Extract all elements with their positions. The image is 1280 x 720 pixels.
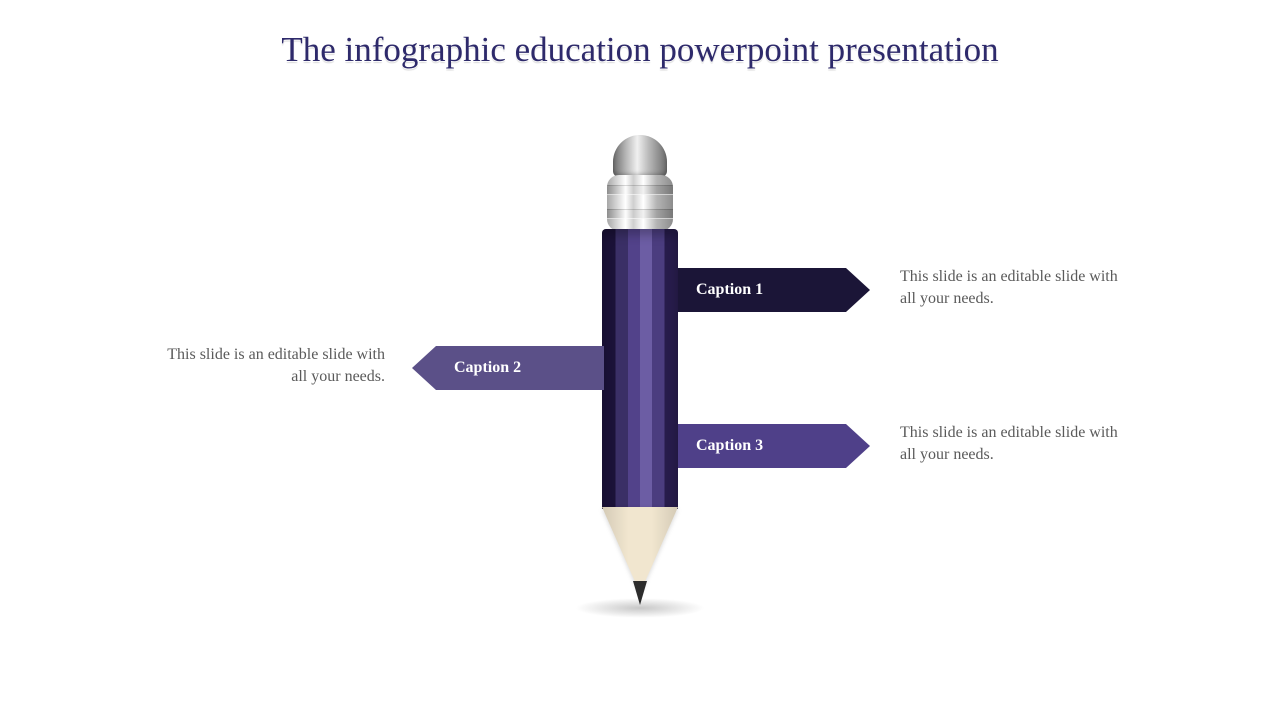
caption-1-desc: This slide is an editable slide with all…: [900, 266, 1125, 309]
slide-title: The infographic education powerpoint pre…: [0, 30, 1280, 70]
arrow-caption-3: Caption 3: [678, 424, 870, 468]
arrow-caption-1-head: [846, 268, 870, 312]
pencil-shadow: [575, 598, 705, 618]
slide: The infographic education powerpoint pre…: [0, 0, 1280, 720]
arrow-caption-2-head: [412, 346, 436, 390]
pencil-ferrule: [607, 175, 673, 231]
arrow-caption-1-label: Caption 1: [696, 281, 763, 298]
caption-2-desc: This slide is an editable slide with all…: [160, 344, 385, 387]
arrow-caption-2-label: Caption 2: [454, 359, 521, 376]
pencil-eraser: [613, 135, 667, 177]
pencil-barrel: [602, 229, 678, 509]
arrow-caption-3-body: Caption 3: [678, 424, 846, 468]
arrow-caption-2: Caption 2: [412, 346, 604, 390]
arrow-caption-1-body: Caption 1: [678, 268, 846, 312]
arrow-caption-1: Caption 1: [678, 268, 870, 312]
arrow-caption-3-label: Caption 3: [696, 437, 763, 454]
caption-3-desc: This slide is an editable slide with all…: [900, 422, 1125, 465]
arrow-caption-2-body: Caption 2: [436, 346, 604, 390]
arrow-caption-3-head: [846, 424, 870, 468]
pencil-graphic: [602, 135, 678, 610]
